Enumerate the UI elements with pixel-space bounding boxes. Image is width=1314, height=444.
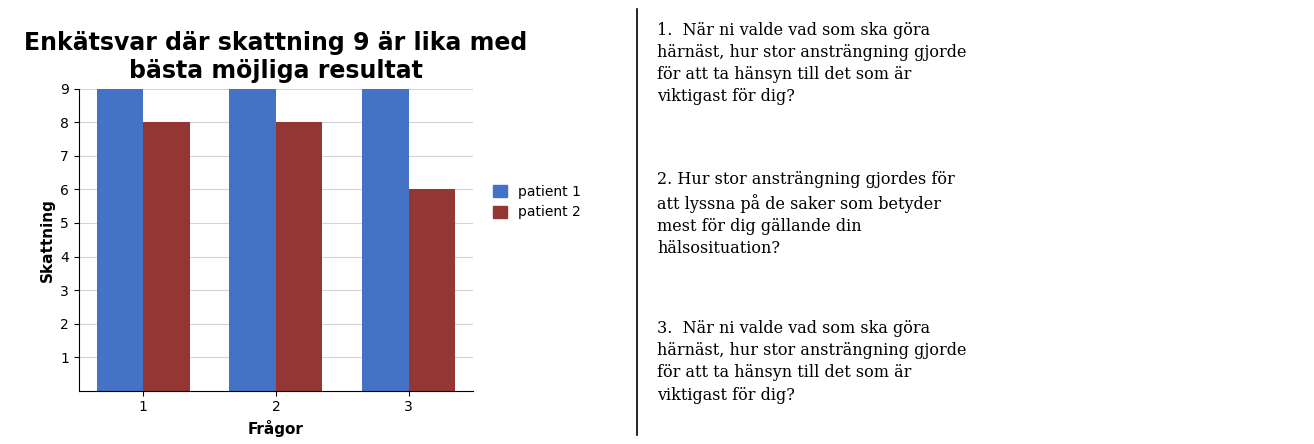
X-axis label: Frågor: Frågor	[248, 420, 304, 437]
Bar	[230, 89, 276, 391]
Bar	[97, 89, 143, 391]
Legend: patient 1, patient 2: patient 1, patient 2	[493, 185, 581, 219]
Bar	[409, 190, 455, 391]
Bar	[143, 123, 189, 391]
Text: 2. Hur stor ansträngning gjordes för
att lyssna på de saker som betyder
mest för: 2. Hur stor ansträngning gjordes för att…	[657, 171, 955, 257]
Y-axis label: Skattning: Skattning	[39, 198, 55, 281]
Bar	[276, 123, 322, 391]
Bar	[363, 89, 409, 391]
Title: Enkätsvar där skattning 9 är lika med
bästa möjliga resultat: Enkätsvar där skattning 9 är lika med bä…	[25, 31, 527, 83]
Text: 3.  När ni valde vad som ska göra
härnäst, hur stor ansträngning gjorde
för att : 3. När ni valde vad som ska göra härnäst…	[657, 320, 967, 404]
Text: 1.  När ni valde vad som ska göra
härnäst, hur stor ansträngning gjorde
för att : 1. När ni valde vad som ska göra härnäst…	[657, 22, 967, 105]
